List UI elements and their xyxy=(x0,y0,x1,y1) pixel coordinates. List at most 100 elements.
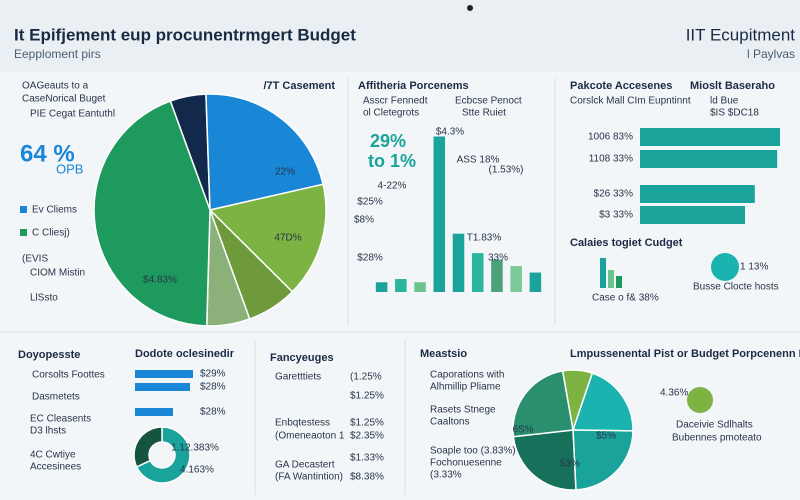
section-title: Calaies togiet Cudget xyxy=(570,237,683,249)
bar-label: $28% xyxy=(200,382,226,393)
bar-label: $3 33% xyxy=(599,210,633,221)
annotation: 6S% xyxy=(512,425,533,436)
row-value: (1.25% xyxy=(350,372,382,383)
subtitle: Eepploment pirs xyxy=(14,47,101,61)
decor-bar xyxy=(616,276,622,288)
note: (3.33% xyxy=(430,470,462,481)
text: CaseNorical Buget xyxy=(22,94,106,105)
chart-title: Affitheria Porcenems xyxy=(358,80,469,92)
bar xyxy=(135,408,173,416)
legend-item: LlSsto xyxy=(30,293,58,304)
legend-swatch xyxy=(20,206,27,213)
big-sub: OPB xyxy=(56,161,83,176)
highlight: to 1% xyxy=(368,151,416,171)
bar-label: $28% xyxy=(200,407,226,418)
decor-bar xyxy=(600,258,606,288)
bar xyxy=(491,259,503,292)
note: Asscr Fennedt xyxy=(363,96,428,107)
bar-label: $29% xyxy=(200,369,226,380)
note: Daceivie Sdlhalts xyxy=(676,420,753,431)
note: Rasets Stnege xyxy=(430,405,496,416)
note: 1 13% xyxy=(740,262,768,273)
bar xyxy=(135,383,190,391)
row-value: $1.25% xyxy=(350,418,384,429)
annotation: 4-22% xyxy=(378,181,407,192)
annotation: 4.163% xyxy=(180,465,214,476)
section-title: Doyopesste xyxy=(18,349,80,361)
note: Bubennes pmoteato xyxy=(672,433,762,444)
annotation: $28% xyxy=(357,253,383,264)
annotation: (1.53%) xyxy=(488,165,523,176)
slice xyxy=(571,372,634,432)
annotation: ASS 18% xyxy=(457,155,500,166)
item: EC Cleasents xyxy=(30,414,91,425)
row-value: $1.33% xyxy=(350,453,384,464)
slice xyxy=(572,429,634,491)
item: 4C Cwtiye xyxy=(30,450,76,461)
note: Caporations with xyxy=(430,370,504,381)
bar xyxy=(395,279,407,292)
note: Case o f& 38% xyxy=(592,293,659,304)
note: $IS $DC18 xyxy=(710,108,759,119)
bar xyxy=(640,128,780,146)
chart-title: Dodote oclesinedir xyxy=(135,348,235,360)
text: OAGeauts to a xyxy=(22,81,89,92)
decor-bar xyxy=(608,270,614,288)
right-subtitle: l Paylvas xyxy=(747,47,795,61)
item: Corsolts Foottes xyxy=(32,370,105,381)
slice xyxy=(208,183,327,293)
note: Alhmillip Pliame xyxy=(430,382,501,393)
legend-item: CIOM Mistin xyxy=(30,268,85,279)
legend-item: (EVIS xyxy=(22,254,48,265)
legend-swatch xyxy=(20,229,27,236)
note: Stte Ruiet xyxy=(462,108,506,119)
annotation: $25% xyxy=(357,197,383,208)
note: Busse Clocte hosts xyxy=(693,282,779,293)
annotation: $4.83% xyxy=(143,275,177,286)
bar xyxy=(414,282,426,292)
annotation: 47D% xyxy=(274,233,301,244)
slice xyxy=(135,426,191,484)
row-value: $2.35% xyxy=(350,431,384,442)
bar-label: 1006 83% xyxy=(588,132,633,143)
legend-item: C Cliesj) xyxy=(32,228,70,239)
note: Caaltons xyxy=(430,417,469,428)
camera xyxy=(467,5,473,11)
bar xyxy=(433,136,446,292)
bar xyxy=(640,185,755,203)
chart-title: /7T Casement xyxy=(263,80,335,92)
item: Accesinees xyxy=(30,462,81,473)
note: Corslck Mall CIm Eupntinnt xyxy=(570,96,691,107)
annotation: 53% xyxy=(560,459,580,470)
section-title: Meastsio xyxy=(420,348,467,360)
row-value: $8.38% xyxy=(350,472,384,483)
icon-circle xyxy=(687,387,713,413)
chart-title: Mioslt Baseraho xyxy=(690,80,775,92)
title: It Epifjement eup procunentrmgert Budget xyxy=(14,25,356,44)
bar xyxy=(640,150,778,168)
bar xyxy=(510,266,522,292)
bar xyxy=(452,233,465,292)
note: Ecbcse Penoct xyxy=(455,96,522,107)
bar xyxy=(471,253,484,292)
row: Enbqtestess xyxy=(275,418,330,429)
bar-label: $26 33% xyxy=(594,189,634,200)
row: Garetttiets xyxy=(275,372,321,383)
row: (Omeneaoton 1 xyxy=(275,431,345,442)
chart-title: Lmpussenental Pist or Budget Porpcenenn … xyxy=(570,348,800,360)
note: Fochonuesenne xyxy=(430,458,502,469)
bar xyxy=(375,282,388,292)
section-title: Fancyeuges xyxy=(270,352,334,364)
annotation: T1.83% xyxy=(467,233,502,244)
annotation: $4.3% xyxy=(436,127,464,138)
slice xyxy=(512,370,574,438)
row: (FA Wantintion) xyxy=(275,472,343,483)
highlight: 29% xyxy=(370,131,406,151)
bar xyxy=(135,370,193,378)
item: Dasmetets xyxy=(32,392,80,403)
annotation: 1.12.383% xyxy=(171,443,219,454)
text: PIE Cegat Eantuthl xyxy=(30,109,115,120)
bar xyxy=(529,272,542,292)
annotation: $8% xyxy=(354,215,374,226)
